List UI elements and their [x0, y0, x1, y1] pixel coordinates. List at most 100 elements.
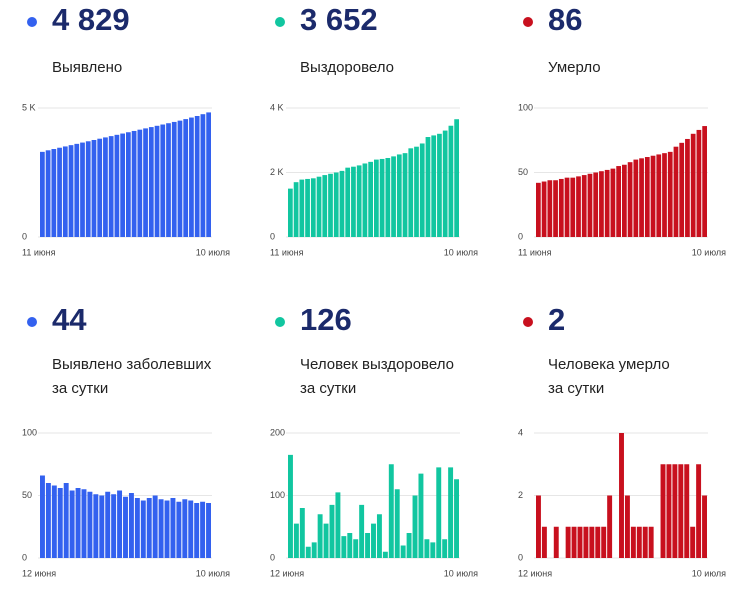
bar: [81, 489, 87, 558]
bar: [673, 146, 679, 237]
bar: [442, 539, 448, 558]
y-tick-label: 0: [518, 552, 523, 562]
bar: [702, 495, 707, 558]
label: Выявлено заболевших: [52, 356, 212, 373]
bar: [200, 114, 206, 237]
big-number: 4 829: [52, 2, 130, 37]
bar: [644, 157, 650, 237]
bar: [685, 138, 690, 237]
bar: [425, 137, 431, 237]
bar: [158, 499, 164, 558]
bar: [45, 150, 51, 237]
y-tick-label: 50: [22, 490, 32, 500]
bar: [619, 433, 624, 558]
bar: [583, 526, 589, 558]
bar: [610, 168, 616, 237]
label: за сутки: [548, 380, 604, 397]
bar: [656, 154, 662, 237]
bar: [188, 500, 194, 558]
x-tick-label: 12 июня: [22, 568, 56, 578]
big-number: 44: [52, 302, 87, 337]
bar: [599, 171, 604, 237]
bar: [288, 188, 293, 237]
bar: [553, 526, 559, 558]
bar: [194, 115, 200, 237]
bar: [690, 133, 696, 237]
big-number: 3 652: [300, 2, 378, 37]
bar: [299, 179, 305, 237]
bar: [376, 514, 382, 558]
bar: [111, 494, 117, 558]
bar: [558, 178, 564, 237]
bar: [607, 495, 613, 558]
bar: [576, 176, 581, 237]
x-tick-label: 11 июня: [518, 247, 552, 257]
bar: [431, 135, 437, 237]
bar: [565, 526, 571, 558]
x-tick-label: 12 июня: [270, 568, 304, 578]
label: Человека умерло: [548, 356, 670, 373]
bar: [51, 149, 57, 237]
bar: [206, 503, 211, 558]
bullet: [27, 17, 37, 27]
bar: [146, 498, 152, 558]
bar: [430, 542, 436, 558]
bar: [99, 495, 105, 558]
bar: [394, 489, 400, 558]
bar: [448, 467, 454, 558]
bar: [648, 526, 654, 558]
y-tick-label: 0: [270, 552, 275, 562]
bar: [382, 551, 388, 558]
label: Человек выздоровело: [300, 356, 454, 373]
bar: [134, 498, 140, 558]
bar: [140, 500, 146, 558]
bar: [630, 526, 636, 558]
y-tick-label: 100: [22, 427, 37, 437]
bar: [51, 485, 57, 558]
bar: [702, 126, 707, 237]
y-tick-label: 50: [518, 167, 528, 177]
bar: [406, 533, 412, 558]
bar: [137, 129, 143, 237]
bar: [616, 166, 621, 237]
bar: [633, 159, 639, 237]
bar: [662, 153, 667, 237]
bar: [385, 157, 391, 237]
x-tick-label: 10 июля: [444, 247, 478, 257]
bar: [148, 127, 154, 237]
bar: [333, 172, 339, 237]
bar: [91, 139, 97, 237]
bar: [660, 464, 666, 558]
bar: [323, 523, 329, 558]
x-tick-label: 11 июня: [270, 247, 304, 257]
bar: [642, 526, 648, 558]
x-tick-label: 10 июля: [196, 568, 230, 578]
bar: [322, 175, 328, 237]
bar: [436, 467, 442, 558]
label: за сутки: [300, 380, 356, 397]
bar: [299, 508, 305, 558]
bar: [448, 125, 454, 237]
bar: [183, 119, 189, 237]
bar: [388, 464, 394, 558]
bar: [547, 180, 553, 237]
bar: [678, 464, 684, 558]
bar: [128, 493, 134, 558]
bar: [154, 125, 160, 237]
bar: [293, 182, 299, 237]
y-tick-label: 100: [518, 102, 533, 112]
y-tick-label: 4: [518, 427, 523, 437]
bar: [356, 165, 362, 237]
bar: [177, 120, 183, 237]
x-tick-label: 12 июня: [518, 568, 552, 578]
bar: [696, 129, 702, 237]
bar: [160, 124, 166, 237]
bar: [541, 181, 547, 237]
bar: [690, 526, 696, 558]
bar: [362, 163, 368, 237]
bar: [359, 504, 365, 558]
bar: [593, 172, 599, 237]
y-tick-label: 5 K: [22, 102, 36, 112]
bar: [171, 121, 177, 237]
bar: [45, 483, 51, 558]
